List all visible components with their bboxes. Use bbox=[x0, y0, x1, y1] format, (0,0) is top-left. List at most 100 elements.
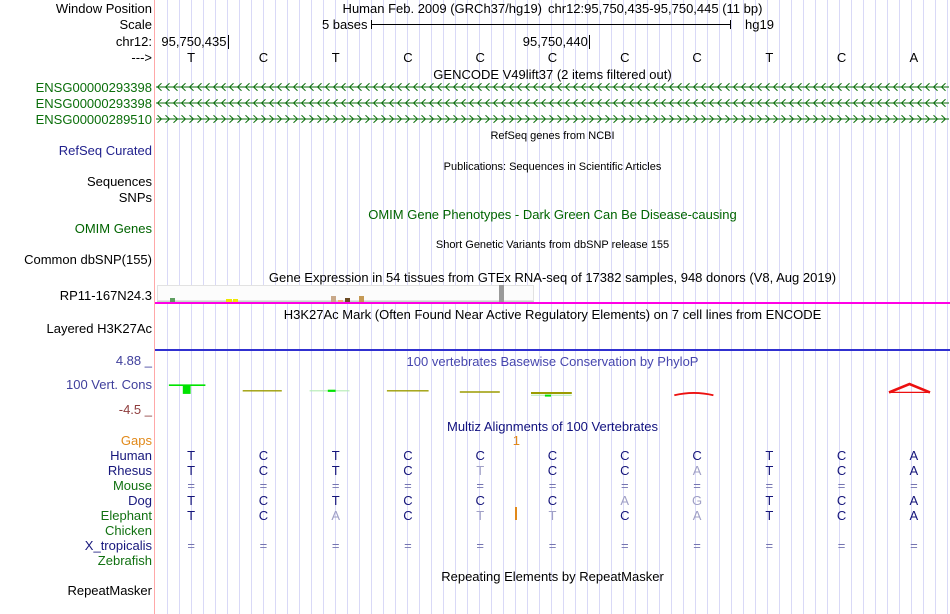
h3k27ac-signal-line bbox=[155, 349, 950, 351]
alignment-base: C bbox=[620, 447, 630, 463]
alignment-base: C bbox=[620, 462, 630, 478]
sequences-label[interactable]: Sequences bbox=[86, 173, 152, 189]
ruler-base-letter: C bbox=[258, 50, 269, 65]
ruler-base-letter: C bbox=[475, 50, 485, 65]
repeatmasker-label[interactable]: RepeatMasker bbox=[67, 582, 152, 598]
gtex-expression-bar bbox=[225, 299, 232, 302]
window-position-label: Window Position bbox=[55, 0, 152, 16]
alignment-base: T bbox=[187, 508, 196, 523]
species-label-x_tropicalis[interactable]: X_tropicalis bbox=[84, 538, 152, 553]
ruler-position-number: 95,750,435 bbox=[161, 34, 227, 49]
species-label-chicken[interactable]: Chicken bbox=[105, 522, 152, 538]
multiz-track-title[interactable]: Multiz Alignments of 100 Vertebrates bbox=[446, 418, 659, 434]
alignment-base: = bbox=[548, 478, 557, 493]
gtex-gene-line bbox=[155, 302, 950, 304]
alignment-base: C bbox=[475, 447, 485, 463]
gtex-expression-bar bbox=[499, 284, 504, 302]
refseq-track-title[interactable]: RefSeq genes from NCBI bbox=[490, 129, 615, 142]
alignment-base: C bbox=[836, 447, 847, 463]
conservation-track-label[interactable]: 100 Vert. Cons bbox=[66, 376, 152, 392]
omim-genes-label[interactable]: OMIM Genes bbox=[74, 220, 152, 236]
common-dbsnp-label[interactable]: Common dbSNP(155) bbox=[24, 251, 152, 267]
alignment-base: = bbox=[331, 538, 340, 553]
assembly-short-label: hg19 bbox=[745, 17, 774, 32]
alignment-base: C bbox=[620, 508, 630, 523]
alignment-base: = bbox=[620, 538, 629, 553]
gencode-transcript-row[interactable] bbox=[156, 97, 950, 109]
scale-label: Scale bbox=[119, 17, 152, 32]
alignment-base: A bbox=[620, 493, 630, 508]
species-label-dog[interactable]: Dog bbox=[128, 493, 152, 508]
gencode-track-title[interactable]: GENCODE V49lift37 (2 items filtered out) bbox=[433, 66, 672, 82]
alignment-base: A bbox=[909, 462, 919, 478]
alignment-base: = bbox=[910, 538, 918, 553]
publications-track-title[interactable]: Publications: Sequences in Scientific Ar… bbox=[443, 160, 662, 173]
window-title: Human Feb. 2009 (GRCh37/hg19) chr12:95,75… bbox=[343, 2, 763, 15]
phylop-wiggle-plot bbox=[168, 382, 931, 397]
h3k27ac-track-title[interactable]: H3K27Ac Mark (Often Found Near Active Re… bbox=[283, 306, 822, 322]
alignment-base: = bbox=[476, 478, 485, 493]
alignment-base: T bbox=[331, 462, 340, 478]
gencode-item-label[interactable]: ENSG00000289510 bbox=[35, 111, 152, 127]
alignment-base: C bbox=[403, 508, 413, 523]
gencode-transcript-row[interactable] bbox=[156, 81, 950, 93]
gencode-transcript-row[interactable] bbox=[156, 113, 950, 125]
alignment-base: T bbox=[765, 508, 774, 523]
alignment-base: = bbox=[693, 538, 701, 553]
gaps-row-label[interactable]: Gaps bbox=[120, 432, 152, 448]
strand-direction-label: ---> bbox=[131, 50, 152, 65]
gtex-expression-bar bbox=[337, 300, 343, 302]
gencode-item-label[interactable]: ENSG00000293398 bbox=[35, 95, 152, 111]
gtex-track-title[interactable]: Gene Expression in 54 tissues from GTEx … bbox=[268, 269, 837, 285]
window-start-edge-line bbox=[153, 0, 156, 614]
scale-bar-tick-left bbox=[370, 19, 373, 29]
repeatmasker-track-title[interactable]: Repeating Elements by RepeatMasker bbox=[441, 568, 664, 584]
ruler-position-tick bbox=[227, 35, 229, 49]
alignment-base: T bbox=[765, 493, 774, 508]
species-label-mouse[interactable]: Mouse bbox=[112, 478, 152, 493]
alignment-base: = bbox=[548, 538, 557, 553]
omim-track-title[interactable]: OMIM Gene Phenotypes - Dark Green Can Be… bbox=[368, 206, 737, 222]
position-range-title: chr12:95,750,435-95,750,445 (11 bp) bbox=[548, 0, 763, 16]
gencode-item-label[interactable]: ENSG00000293398 bbox=[35, 79, 152, 95]
ruler-base-letter: C bbox=[547, 50, 558, 65]
alignment-base: C bbox=[475, 493, 485, 508]
alignment-base: G bbox=[691, 493, 703, 508]
snps-label[interactable]: SNPs bbox=[118, 189, 152, 205]
species-label-rhesus[interactable]: Rhesus bbox=[107, 462, 152, 478]
alignment-base: C bbox=[547, 493, 558, 508]
conservation-max-label: 4.88 _ bbox=[115, 352, 152, 368]
ruler-base-letter: T bbox=[187, 50, 196, 65]
gap-size-marker: 1 bbox=[512, 432, 520, 448]
alignment-base: = bbox=[187, 478, 195, 493]
assembly-title: Human Feb. 2009 (GRCh37/hg19) bbox=[342, 0, 543, 16]
species-label-zebrafish[interactable]: Zebrafish bbox=[97, 552, 152, 568]
alignment-base: T bbox=[187, 493, 196, 508]
gtex-gene-label[interactable]: RP11-167N24.3 bbox=[59, 287, 152, 303]
ruler-position-number: 95,750,440 bbox=[522, 34, 588, 49]
alignment-base: C bbox=[403, 493, 413, 508]
refseq-curated-label[interactable]: RefSeq Curated bbox=[58, 142, 152, 158]
layered-h3k27ac-label[interactable]: Layered H3K27Ac bbox=[46, 320, 152, 336]
alignment-base: C bbox=[258, 462, 269, 478]
alignment-base: T bbox=[187, 447, 196, 463]
dbsnp-track-title[interactable]: Short Genetic Variants from dbSNP releas… bbox=[435, 238, 670, 251]
alignment-base: = bbox=[837, 538, 846, 553]
alignment-base: T bbox=[765, 462, 774, 478]
alignment-base: = bbox=[910, 478, 918, 493]
alignment-base: A bbox=[331, 508, 340, 523]
alignment-base: C bbox=[836, 508, 847, 523]
species-label-elephant[interactable]: Elephant bbox=[100, 508, 152, 523]
phylop-track-title[interactable]: 100 vertebrates Basewise Conservation by… bbox=[406, 353, 699, 369]
ruler-base-letter: C bbox=[692, 50, 702, 65]
gtex-expression-bar bbox=[169, 298, 176, 302]
alignment-base: C bbox=[258, 508, 269, 523]
alignment-base: C bbox=[403, 447, 413, 463]
alignment-base: C bbox=[403, 462, 413, 478]
alignment-base: T bbox=[331, 493, 340, 508]
species-label-human[interactable]: Human bbox=[110, 447, 152, 463]
alignment-base: = bbox=[765, 478, 774, 493]
gtex-expression-bar bbox=[358, 296, 365, 302]
alignment-insert-tick bbox=[515, 506, 517, 520]
